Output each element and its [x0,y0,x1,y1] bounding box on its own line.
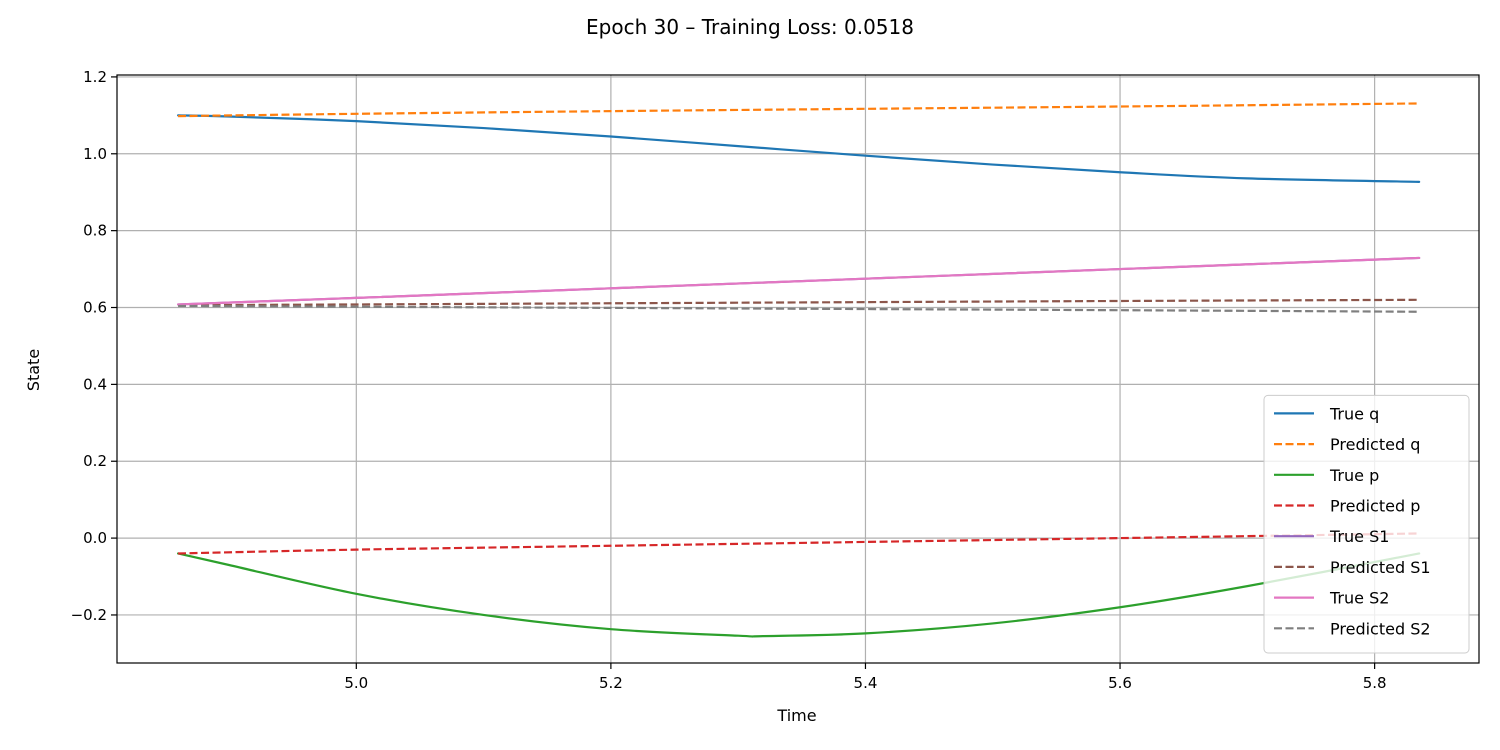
x-axis-label: Time [776,706,816,725]
legend-label-predicted-s2: Predicted S2 [1330,619,1431,638]
y-tick-label: 1.0 [83,145,107,163]
x-tick-label: 5.2 [599,674,623,692]
legend-label-true-q: True q [1329,404,1379,423]
chart-title: Epoch 30 – Training Loss: 0.0518 [586,15,914,39]
y-tick-label: 0.6 [83,299,107,317]
y-tick-label: 0.8 [83,222,107,240]
legend-label-predicted-q: Predicted q [1330,435,1420,454]
x-tick-label: 5.0 [344,674,368,692]
plot-frame [116,74,1480,664]
legend-label-predicted-p: Predicted p [1330,497,1420,516]
legend-label-true-p: True p [1329,466,1379,485]
legend: True q Predicted q True p Predicted p True S… [1263,394,1470,654]
y-tick-label: 0.0 [83,529,107,547]
series-line-true-s2 [177,256,1421,306]
series-line-predicted-s2 [178,304,1420,313]
legend-label-true-s2: True S2 [1329,589,1389,608]
y-axis: −0.2 0.0 0.2 0.4 0.6 0.8 1.0 1.2 [71,68,117,624]
x-tick-label: 5.6 [1108,674,1132,692]
x-axis: 5.0 5.2 5.4 5.6 5.8 [344,663,1387,692]
y-tick-label: 0.4 [83,375,107,393]
y-gridlines [117,76,1479,616]
series-line-true-p [177,552,1421,638]
series-layer [177,102,1421,638]
y-tick-label: 0.2 [83,452,107,470]
series-line-true-q [177,114,1421,183]
y-tick-label: −0.2 [71,606,107,624]
x-tick-label: 5.4 [854,674,878,692]
plot-area [117,75,1479,663]
series-line-predicted-q [178,102,1420,118]
x-tick-label: 5.8 [1363,674,1387,692]
legend-box [1263,394,1470,654]
series-line-predicted-s1 [178,298,1420,307]
y-tick-label: 1.2 [83,68,107,86]
series-line-predicted-p [178,532,1420,555]
legend-label-true-s1: True S1 [1329,527,1389,546]
y-axis-label: State [24,349,43,391]
legend-label-predicted-s1: Predicted S1 [1330,558,1431,577]
